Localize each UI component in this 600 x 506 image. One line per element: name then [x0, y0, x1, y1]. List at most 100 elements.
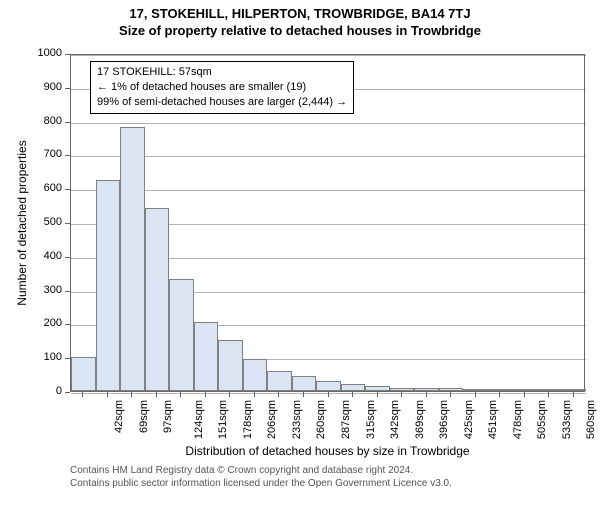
histogram-bar: [365, 386, 390, 391]
y-grid-line: [71, 123, 586, 124]
histogram-bar: [96, 180, 121, 391]
y-tick-mark: [65, 223, 70, 224]
y-tick-mark: [65, 392, 70, 393]
y-grid-line: [71, 55, 586, 56]
histogram-bar: [414, 388, 439, 391]
x-tick-label: 505sqm: [536, 400, 548, 439]
x-tick-label: 260sqm: [316, 400, 328, 439]
x-tick-mark: [156, 392, 157, 397]
x-tick-label: 206sqm: [267, 400, 279, 439]
page-title-line2: Size of property relative to detached ho…: [0, 23, 600, 38]
histogram-bar: [120, 127, 145, 391]
x-tick-mark: [205, 392, 206, 397]
y-tick-label: 900: [30, 81, 62, 93]
x-tick-mark: [328, 392, 329, 397]
x-tick-mark: [82, 392, 83, 397]
x-axis-label: Distribution of detached houses by size …: [70, 444, 585, 458]
histogram-bar: [292, 376, 317, 391]
x-tick-label: 287sqm: [340, 400, 352, 439]
histogram-bar: [463, 389, 488, 391]
y-tick-mark: [65, 54, 70, 55]
y-tick-label: 700: [30, 148, 62, 160]
x-tick-mark: [450, 392, 451, 397]
x-tick-label: 97sqm: [162, 400, 174, 433]
y-tick-mark: [65, 324, 70, 325]
x-tick-label: 396sqm: [438, 400, 450, 439]
x-tick-mark: [475, 392, 476, 397]
x-tick-label: 425sqm: [463, 400, 475, 439]
x-tick-label: 124sqm: [193, 400, 205, 439]
y-tick-label: 200: [30, 317, 62, 329]
histogram-bar: [316, 381, 341, 391]
y-tick-label: 0: [30, 385, 62, 397]
footer-line-2: Contains public sector information licen…: [70, 477, 452, 490]
annotation-line-2: ← 1% of detached houses are smaller (19): [97, 80, 347, 95]
x-tick-mark: [254, 392, 255, 397]
histogram-bar: [390, 388, 415, 391]
histogram-bar: [537, 389, 562, 391]
annotation-box: 17 STOKEHILL: 57sqm ← 1% of detached hou…: [90, 61, 354, 114]
y-tick-label: 300: [30, 284, 62, 296]
histogram-bar: [512, 389, 537, 391]
histogram-bar: [488, 389, 513, 391]
y-tick-label: 800: [30, 115, 62, 127]
x-tick-mark: [303, 392, 304, 397]
x-tick-label: 42sqm: [113, 400, 125, 433]
annotation-line-3: 99% of semi-detached houses are larger (…: [97, 95, 347, 110]
x-tick-mark: [499, 392, 500, 397]
x-tick-mark: [426, 392, 427, 397]
x-tick-mark: [377, 392, 378, 397]
x-tick-label: 560sqm: [585, 400, 597, 439]
x-tick-mark: [548, 392, 549, 397]
x-tick-label: 342sqm: [389, 400, 401, 439]
y-tick-mark: [65, 88, 70, 89]
histogram-bar: [341, 384, 366, 391]
y-tick-label: 600: [30, 182, 62, 194]
y-tick-label: 100: [30, 351, 62, 363]
footer-attribution: Contains HM Land Registry data © Crown c…: [70, 464, 452, 490]
x-tick-mark: [131, 392, 132, 397]
y-tick-mark: [65, 155, 70, 156]
x-tick-mark: [352, 392, 353, 397]
histogram-bar: [145, 208, 170, 391]
y-tick-mark: [65, 189, 70, 190]
histogram-bar: [561, 389, 586, 391]
x-tick-label: 151sqm: [217, 400, 229, 439]
y-tick-mark: [65, 122, 70, 123]
y-grid-line: [71, 156, 586, 157]
y-grid-line: [71, 190, 586, 191]
histogram-bar: [243, 359, 268, 391]
x-tick-label: 233sqm: [291, 400, 303, 439]
x-tick-mark: [229, 392, 230, 397]
y-tick-label: 400: [30, 250, 62, 262]
x-tick-label: 315sqm: [365, 400, 377, 439]
y-axis-label: Number of detached properties: [15, 123, 29, 323]
y-tick-mark: [65, 257, 70, 258]
x-tick-mark: [278, 392, 279, 397]
x-tick-label: 451sqm: [487, 400, 499, 439]
x-tick-label: 178sqm: [242, 400, 254, 439]
histogram-bar: [218, 340, 243, 391]
histogram-bar: [194, 322, 219, 391]
x-tick-label: 69sqm: [138, 400, 150, 433]
histogram-bar: [439, 388, 464, 391]
y-tick-label: 500: [30, 216, 62, 228]
x-tick-label: 369sqm: [414, 400, 426, 439]
footer-line-1: Contains HM Land Registry data © Crown c…: [70, 464, 452, 477]
x-tick-mark: [573, 392, 574, 397]
histogram-bar: [267, 371, 292, 391]
page-title-line1: 17, STOKEHILL, HILPERTON, TROWBRIDGE, BA…: [0, 6, 600, 21]
y-grid-line: [71, 393, 586, 394]
y-tick-mark: [65, 291, 70, 292]
y-tick-label: 1000: [30, 47, 62, 59]
histogram-bar: [169, 279, 194, 391]
annotation-line-1: 17 STOKEHILL: 57sqm: [97, 65, 347, 80]
histogram-bar: [71, 357, 96, 391]
x-tick-mark: [107, 392, 108, 397]
x-tick-mark: [401, 392, 402, 397]
x-tick-label: 533sqm: [561, 400, 573, 439]
x-tick-mark: [180, 392, 181, 397]
y-tick-mark: [65, 358, 70, 359]
x-tick-mark: [524, 392, 525, 397]
x-tick-label: 478sqm: [512, 400, 524, 439]
